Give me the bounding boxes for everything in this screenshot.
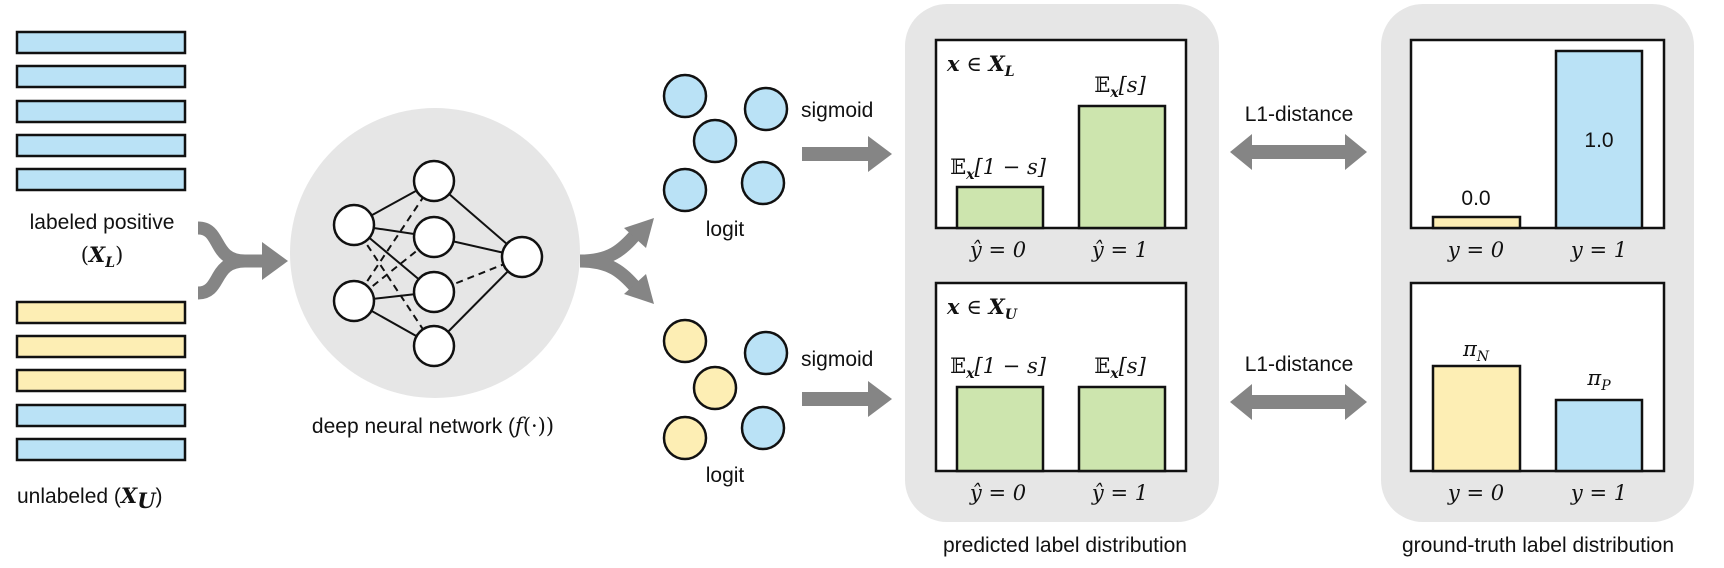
logit-circle [743,330,789,376]
bar-y0 [1431,364,1522,473]
unlabeled-label: unlabeled (XU) [17,483,163,513]
unlabeled-sample-bar [15,403,187,428]
prior-label: πN [1462,337,1490,365]
condition-label: x ∈ XL [946,51,1015,80]
bar-y1 [1554,398,1644,473]
neural-network [290,108,580,398]
logit-circle [692,118,738,164]
l1-distance-label: L1-distance [1245,103,1354,126]
hidden-node [412,270,456,314]
bar-value-label: 1.0 [1584,129,1613,152]
ground-truth-title: ground-truth label distribution [1402,534,1674,557]
split-arrow-icon [579,218,654,304]
labeled-sample-bar [15,30,187,55]
logit-circle [740,160,786,206]
input-node [332,203,376,247]
logit-label: logit [706,218,745,241]
input-node [332,279,376,323]
condition-label: x ∈ XU [946,294,1018,323]
bar-label: 𝔼x[1 − s] [950,155,1047,183]
x-label: ŷ = 0 [969,238,1026,262]
bar-label: 𝔼x[1 − s] [950,354,1047,382]
bar-y0 [1431,215,1522,230]
logit-circle [743,86,789,132]
labeled-sample-bar [15,99,187,124]
sigmoid-arrow-icon [802,381,892,417]
sigmoid-label: sigmoid [801,348,873,371]
x-label: y = 0 [1447,238,1504,262]
sigmoid-label: sigmoid [801,99,873,122]
x-label: y = 1 [1570,481,1627,505]
double-arrow-icon [1230,134,1367,170]
prior-label: πP [1586,366,1611,394]
sigmoid-arrow-icon [802,136,892,172]
labeled-positive-label: labeled positive [30,211,175,234]
unlabeled-samples [15,300,187,462]
bar-y0 [955,385,1045,473]
labeled-sample-bar [15,167,187,192]
x-label: ŷ = 1 [1091,238,1148,262]
unlabeled-sample-bar [15,437,187,462]
unlabeled-sample-bar [15,334,187,359]
bar-y1 [1077,385,1167,473]
x-label: y = 0 [1447,481,1504,505]
hidden-node [412,159,456,203]
double-arrow-icon [1230,384,1367,420]
labeled-sample-bar [15,64,187,89]
output-node [500,235,544,279]
predicted-unlabeled-chart: x ∈ XU 𝔼x[1 − s] 𝔼x[s] ŷ = 0 ŷ = 1 [934,281,1188,505]
logit-circle [662,167,708,213]
unlabeled-sample-bar [15,368,187,393]
ground-truth-unlabeled-chart: πN πP y = 0 y = 1 [1409,281,1666,505]
bar-y0 [955,185,1045,230]
bar-y1 [1077,104,1167,230]
logit-label: logit [706,464,745,487]
logits-unlabeled [662,318,789,461]
logit-circle [662,415,708,461]
bar-y1 [1554,49,1644,230]
predicted-title: predicted label distribution [943,534,1187,557]
bar-value-label: 0.0 [1461,187,1490,210]
ground-truth-labeled-chart: 0.0 1.0 y = 0 y = 1 [1409,38,1666,262]
logit-circle [692,365,738,411]
logits-labeled [662,73,789,213]
unlabeled-sample-bar [15,300,187,325]
x-label: ŷ = 1 [1091,481,1148,505]
predicted-labeled-chart: x ∈ XL 𝔼x[1 − s] 𝔼x[s] ŷ = 0 ŷ = 1 [934,38,1188,262]
hidden-node [412,324,456,368]
bar-label: 𝔼x[s] [1094,354,1146,382]
logit-circle [662,73,708,119]
labeled-samples [15,30,187,192]
x-label: ŷ = 0 [969,481,1026,505]
x-label: y = 1 [1570,238,1627,262]
logit-circle [662,318,708,364]
labeled-set-label: (XL) [81,242,124,271]
logit-circle [740,405,786,451]
labeled-sample-bar [15,133,187,158]
network-label: deep neural network (f(·)) [312,414,554,438]
bar-label: 𝔼x[s] [1094,73,1146,101]
merge-arrow-icon [197,221,288,300]
hidden-node [412,215,456,259]
l1-distance-label: L1-distance [1245,353,1354,376]
